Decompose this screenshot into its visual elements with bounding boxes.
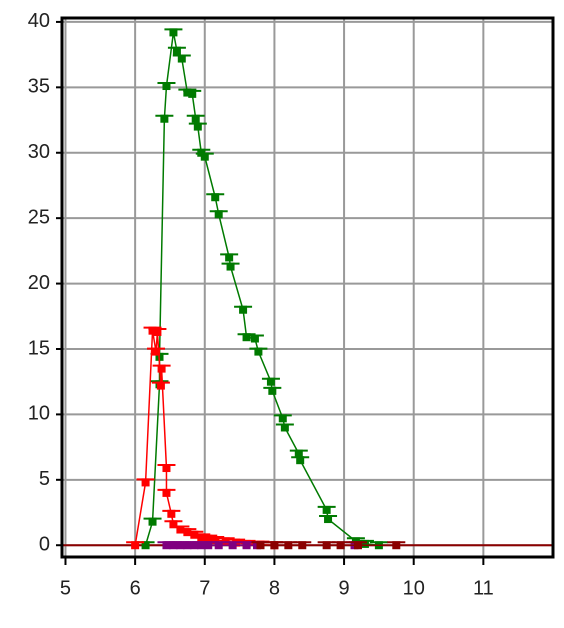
- marker: [190, 541, 199, 550]
- x-tick-label: 11: [473, 577, 494, 599]
- marker: [191, 114, 200, 123]
- marker: [172, 46, 181, 55]
- y-tick-label: 35: [28, 76, 50, 98]
- marker: [296, 456, 305, 465]
- marker: [266, 377, 275, 386]
- marker: [228, 541, 237, 550]
- marker: [360, 539, 369, 548]
- marker: [193, 122, 202, 131]
- marker: [353, 541, 362, 550]
- marker: [242, 333, 251, 342]
- marker: [204, 541, 213, 550]
- marker: [160, 114, 169, 123]
- y-tick-label: 15: [28, 337, 50, 359]
- marker: [162, 82, 171, 91]
- marker: [183, 541, 192, 550]
- marker: [162, 488, 171, 497]
- marker: [141, 541, 150, 550]
- marker: [284, 541, 293, 550]
- marker: [256, 541, 265, 550]
- marker: [268, 386, 277, 395]
- plot-border: [60, 16, 555, 559]
- y-tick-label: 5: [39, 468, 50, 490]
- marker: [176, 541, 185, 550]
- plot-area: [62, 18, 553, 557]
- marker: [270, 541, 279, 550]
- marker: [322, 505, 331, 514]
- y-tick-label: 40: [28, 10, 50, 32]
- x-tick-label: 6: [130, 577, 141, 599]
- marker: [225, 253, 234, 262]
- marker: [204, 534, 213, 543]
- marker: [177, 54, 186, 63]
- marker: [183, 88, 192, 97]
- y-tick-label: 0: [39, 534, 50, 556]
- x-tick-label: 5: [60, 577, 71, 599]
- marker: [153, 327, 162, 336]
- marker: [239, 305, 248, 314]
- marker: [211, 535, 220, 544]
- marker: [278, 414, 287, 423]
- marker: [148, 326, 157, 335]
- y-tick-label: 30: [28, 141, 50, 163]
- marker: [152, 347, 161, 356]
- marker: [169, 28, 178, 37]
- marker: [131, 541, 140, 550]
- marker: [200, 152, 209, 161]
- marker: [169, 520, 178, 529]
- marker: [169, 541, 178, 550]
- marker: [214, 210, 223, 219]
- marker: [197, 533, 206, 542]
- marker: [294, 449, 303, 458]
- marker: [254, 347, 263, 356]
- x-tick-label: 10: [403, 577, 425, 599]
- x-tick-label: 8: [269, 577, 280, 599]
- marker: [298, 541, 307, 550]
- marker: [167, 509, 176, 518]
- marker: [148, 517, 157, 526]
- marker: [214, 541, 223, 550]
- marker: [250, 334, 259, 343]
- marker: [322, 541, 331, 550]
- marker: [336, 541, 345, 550]
- x-tick-label: 9: [339, 577, 350, 599]
- marker: [157, 364, 166, 373]
- marker: [162, 541, 171, 550]
- marker: [156, 381, 165, 390]
- y-tick-label: 25: [28, 206, 50, 228]
- x-tick-label: 7: [199, 577, 210, 599]
- marker: [162, 464, 171, 473]
- marker: [141, 478, 150, 487]
- marker: [211, 193, 220, 202]
- marker: [188, 89, 197, 98]
- marker: [242, 541, 251, 550]
- marker: [226, 262, 235, 271]
- marker: [280, 423, 289, 432]
- y-tick-label: 10: [28, 403, 50, 425]
- marker: [197, 541, 206, 550]
- marker: [392, 541, 401, 550]
- marker: [324, 515, 333, 524]
- y-tick-label: 20: [28, 272, 50, 294]
